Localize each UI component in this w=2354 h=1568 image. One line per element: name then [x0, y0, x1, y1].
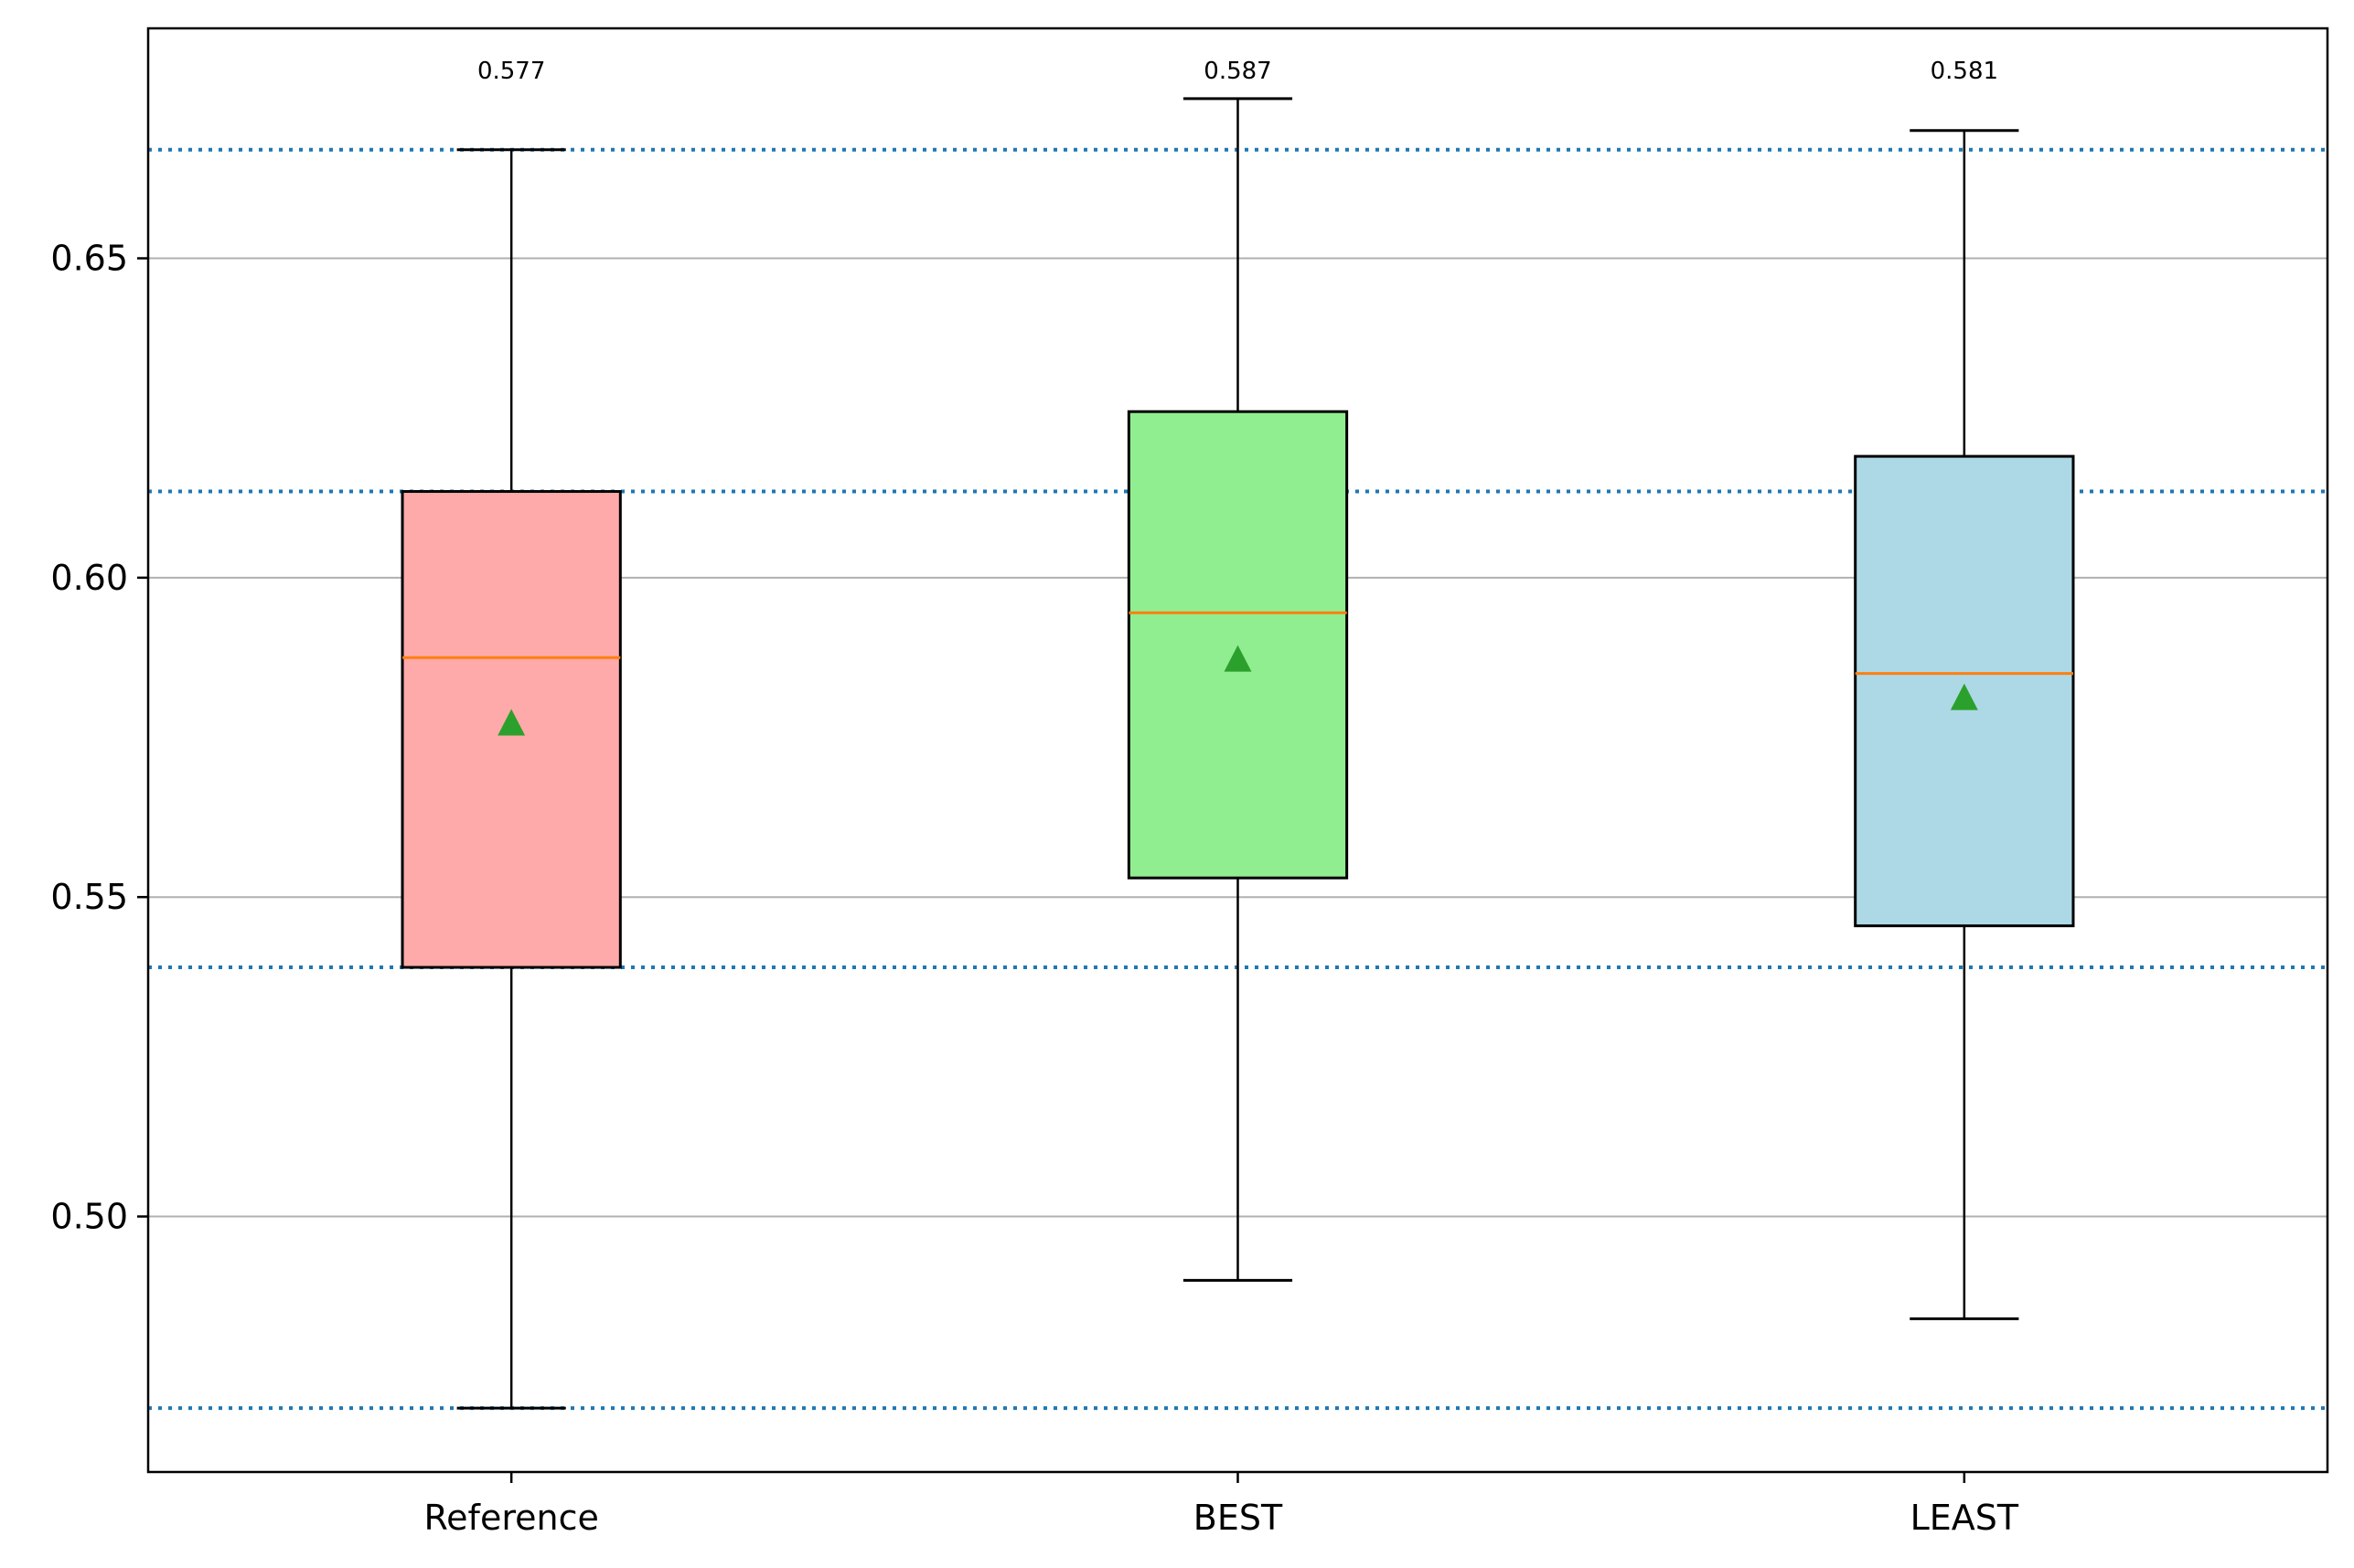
- y-tick-label: 0.65: [50, 239, 128, 279]
- box-group-best: [1127, 97, 1349, 1282]
- axis-ticks: [137, 257, 1966, 1483]
- y-tick-label: 0.50: [50, 1197, 128, 1237]
- mean-label-best: 0.587: [1204, 58, 1271, 85]
- box-group-least: [1854, 129, 2075, 1320]
- x-tick-labels: Reference BEST LEAST: [423, 1498, 2018, 1538]
- mean-marker: [498, 709, 526, 736]
- mean-label-reference: 0.577: [477, 58, 545, 85]
- box-group-reference: [401, 148, 622, 1410]
- mean-marker: [1224, 645, 1252, 672]
- y-tick-labels: 0.50 0.55 0.60 0.65: [50, 239, 128, 1237]
- x-tick-label-reference: Reference: [423, 1498, 598, 1538]
- mean-labels: 0.577 0.587 0.581: [477, 58, 1998, 85]
- x-tick-label-best: BEST: [1193, 1498, 1283, 1538]
- mean-marker: [1950, 683, 1978, 710]
- mean-label-least: 0.581: [1931, 58, 1998, 85]
- x-tick-label-least: LEAST: [1910, 1498, 2019, 1538]
- iqr-box: [1127, 410, 1349, 880]
- y-tick-label: 0.60: [50, 558, 128, 598]
- boxes: [401, 97, 2075, 1410]
- y-tick-label: 0.55: [50, 877, 128, 917]
